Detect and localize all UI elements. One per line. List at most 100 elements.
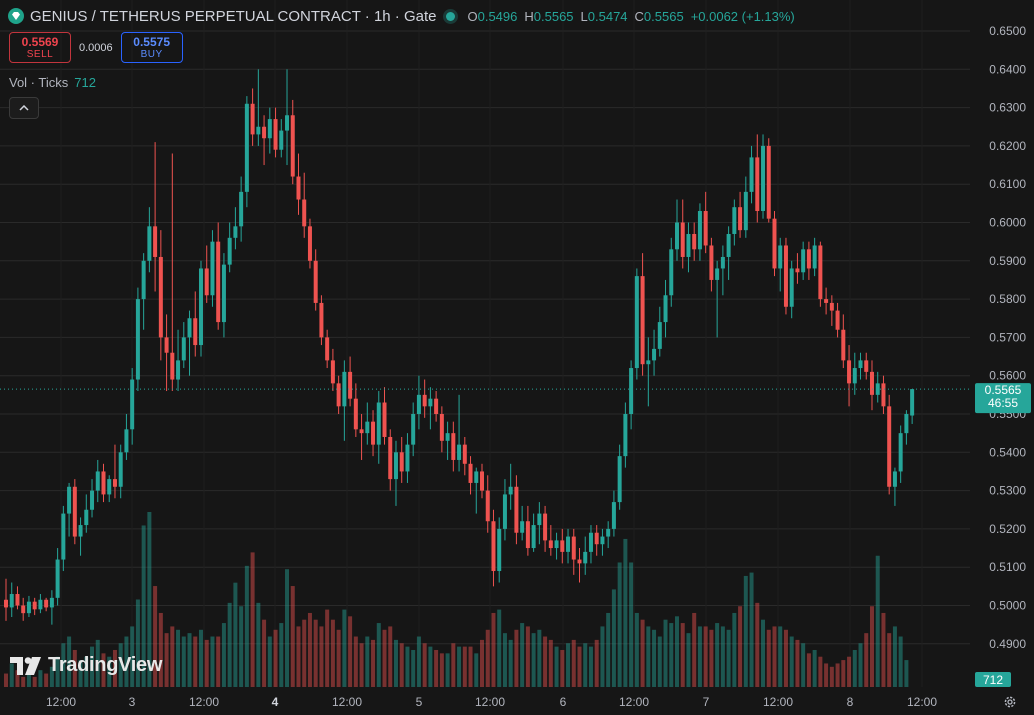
candle-body [176,360,181,380]
candle-body [325,337,330,361]
candle [491,509,496,587]
candle-body [611,502,616,529]
volume-bar [290,586,295,687]
volume-bar [233,582,238,687]
candle-body [239,191,244,227]
candle-body [709,245,714,280]
volume-bar [118,643,123,687]
volume-bar [325,609,330,687]
volume-bar [594,639,599,687]
y-tick-label: 0.5900 [989,254,1026,268]
candle [399,436,404,483]
candle-body [715,268,720,280]
candle [313,249,318,311]
candle [244,96,249,208]
volume-bar [296,626,301,687]
candle-body [548,540,553,549]
collapse-legend-button[interactable] [9,97,39,119]
candle-body [743,191,748,231]
x-tick-label: 12:00 [189,695,219,709]
candle [118,444,123,499]
volume-legend-value: 712 [74,75,96,90]
candle-body [543,513,548,541]
volume-bar [44,673,49,687]
candle-body [21,605,26,614]
candle-body [841,329,846,361]
volume-bar [772,626,777,687]
sell-button[interactable]: 0.5569 SELL [9,32,71,63]
candle-body [416,394,421,414]
candle-body [72,486,77,537]
candle [250,88,255,146]
candle [290,99,295,185]
high-value: 0.5565 [533,8,574,24]
candle-body [772,218,777,269]
candle [325,329,330,369]
candle [204,245,209,303]
candle-body [49,597,54,608]
candle [835,302,840,338]
candle [761,134,766,219]
candle-body [783,245,788,307]
volume-bar [543,636,548,687]
candle-body [118,452,123,487]
candle-body [497,528,502,572]
volume-bar [566,643,571,687]
candle-body [181,337,186,361]
volume-legend[interactable]: Vol · Ticks 712 [9,75,96,90]
volume-bar [892,626,897,687]
volume-bar [130,626,135,687]
tradingview-branding[interactable]: TradingView [10,654,162,677]
high-label: H [524,8,534,24]
x-tick-label: 4 [272,695,279,709]
candle [371,410,376,457]
symbol-title[interactable]: GENIUS / TETHERUS PERPETUAL CONTRACT · 1… [30,7,437,25]
candle-body [90,490,95,510]
volume-bar [703,626,708,687]
candle [789,260,794,319]
candle [640,253,645,376]
candle-body [15,594,20,606]
candle-body [663,295,668,323]
volume-bar [457,646,462,687]
candle [577,548,582,583]
candle [193,291,198,357]
volume-bar [600,626,605,687]
candle-body [244,103,249,192]
candle [262,115,267,166]
candle [520,505,525,541]
volume-bar [634,612,639,687]
candle [78,517,83,556]
candle-body [588,532,593,552]
volume-bar [319,626,324,687]
candle [617,444,622,510]
candle-body [348,371,353,399]
candle [285,69,290,166]
candle-body [330,360,335,384]
volume-bar [709,629,714,687]
candle-body [124,429,129,453]
candle [887,394,892,495]
volume-bar [852,649,857,687]
candle [881,375,886,414]
volume-bar [164,633,169,687]
candle [451,421,456,472]
volume-bar [571,639,576,687]
candle [812,237,817,277]
candle-body [365,421,370,434]
candle-body [198,268,203,346]
candle-body [9,594,14,608]
candle [485,475,490,533]
candle [795,253,800,284]
candle-body [204,268,209,296]
volume-bar [789,636,794,687]
buy-button[interactable]: 0.5575 BUY [120,32,183,63]
candle [44,597,49,612]
candle-body [101,471,106,495]
candle [755,134,760,223]
volume-bar [674,616,679,687]
volume-bar [9,663,14,687]
candle-body [336,383,341,407]
gear-icon[interactable] [1001,693,1019,711]
